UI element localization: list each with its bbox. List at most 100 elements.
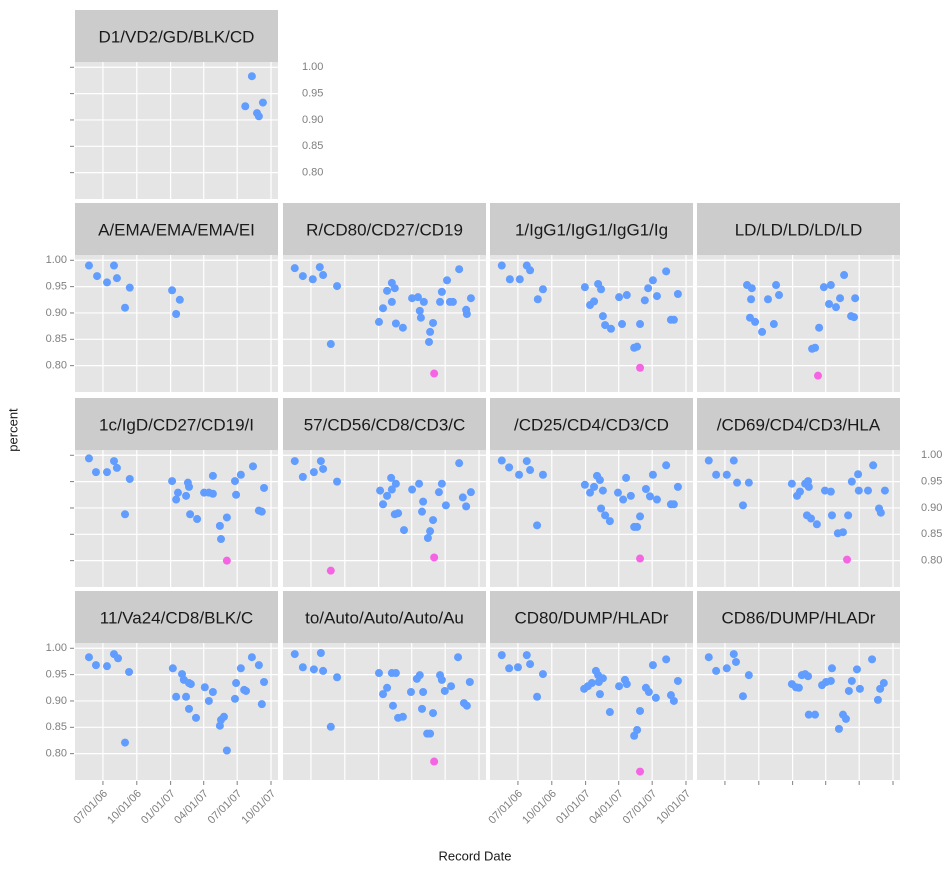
data-point <box>316 649 325 658</box>
panel-background <box>75 62 278 199</box>
facet-panel: R/CD80/CD27/CD19 <box>283 203 486 392</box>
facet-panel: 57/CD56/CD8/CD3/C <box>283 398 486 587</box>
data-point <box>236 470 245 479</box>
data-point <box>733 478 742 487</box>
data-point <box>795 487 804 496</box>
data-point <box>851 294 860 303</box>
y-tick-label: 0.95 <box>46 281 67 293</box>
data-point <box>804 477 813 486</box>
data-point <box>419 297 428 306</box>
data-point <box>383 491 392 500</box>
panel-background <box>75 255 278 392</box>
data-point <box>669 315 678 324</box>
data-point <box>232 679 241 688</box>
data-point <box>648 470 657 479</box>
data-point <box>168 286 177 295</box>
data-point <box>125 474 134 483</box>
y-tick-label: 0.85 <box>46 333 67 345</box>
data-point <box>869 461 878 470</box>
data-point <box>879 679 888 688</box>
data-point <box>222 556 231 565</box>
data-point <box>437 675 446 684</box>
data-point <box>84 653 93 662</box>
data-point <box>84 454 93 463</box>
data-point <box>605 708 614 717</box>
facet-panel: D1/VD2/GD/BLK/CD 1.00 0.95 0.90 0.85 0.80 <box>70 10 323 199</box>
y-tick-label: 0.80 <box>46 360 67 372</box>
data-point <box>242 686 251 695</box>
data-point <box>652 292 661 301</box>
data-point <box>598 486 607 495</box>
data-point <box>219 712 228 721</box>
data-point <box>840 271 849 280</box>
data-point <box>326 340 335 349</box>
data-point <box>852 665 861 674</box>
data-point <box>636 363 645 372</box>
data-point <box>376 486 385 495</box>
strip-background <box>697 203 900 255</box>
data-point <box>258 98 267 107</box>
data-point <box>91 661 100 670</box>
data-point <box>430 553 439 562</box>
data-point <box>125 667 134 676</box>
data-point <box>436 297 445 306</box>
data-point <box>854 486 863 495</box>
data-point <box>216 535 225 544</box>
data-point <box>775 291 784 300</box>
data-point <box>497 456 506 465</box>
data-point <box>645 492 654 501</box>
data-point <box>747 284 756 293</box>
data-point <box>515 470 524 479</box>
strip-background <box>697 398 900 450</box>
data-point <box>722 664 731 673</box>
data-point <box>254 112 263 121</box>
data-point <box>426 527 435 536</box>
data-point <box>597 285 606 294</box>
data-point <box>333 477 342 486</box>
data-point <box>648 276 657 285</box>
data-point <box>526 266 535 275</box>
data-point <box>186 680 195 689</box>
y-tick-label: 0.80 <box>302 167 323 179</box>
panel-background <box>490 450 693 587</box>
data-point <box>448 297 457 306</box>
data-point <box>416 313 425 322</box>
data-point <box>454 653 463 662</box>
data-point <box>374 317 383 326</box>
data-point <box>290 457 299 466</box>
data-point <box>854 470 863 479</box>
x-tick-label: 10/01/07 <box>239 788 278 827</box>
data-point <box>434 488 443 497</box>
y-tick-label: 0.85 <box>302 140 323 152</box>
y-tick-label: 1.00 <box>46 642 67 654</box>
data-point <box>662 267 671 276</box>
data-point <box>437 287 446 296</box>
data-point <box>598 674 607 683</box>
data-point <box>533 692 542 701</box>
facet-panel: /CD25/CD4/CD3/CD <box>490 398 693 587</box>
data-point <box>586 488 595 497</box>
data-point <box>811 343 820 352</box>
data-point <box>208 471 217 480</box>
data-point <box>379 690 388 699</box>
data-point <box>315 263 324 272</box>
x-tick-label: 07/01/06 <box>486 788 525 827</box>
data-point <box>215 521 224 530</box>
strip-label: 1c/IgD/CD27/CD19/I <box>99 415 254 434</box>
panel-background <box>283 255 486 392</box>
data-point <box>847 477 856 486</box>
data-point <box>662 461 671 470</box>
data-point <box>394 509 403 518</box>
data-point <box>744 671 753 680</box>
data-point <box>636 320 645 329</box>
data-point <box>387 485 396 494</box>
data-point <box>168 664 177 673</box>
y-tick-label: 0.85 <box>921 528 942 540</box>
y-tick-label: 0.90 <box>46 307 67 319</box>
data-point <box>595 690 604 699</box>
data-point <box>787 479 796 488</box>
data-point <box>462 310 471 319</box>
data-point <box>673 676 682 685</box>
y-tick-label: 0.80 <box>921 555 942 567</box>
